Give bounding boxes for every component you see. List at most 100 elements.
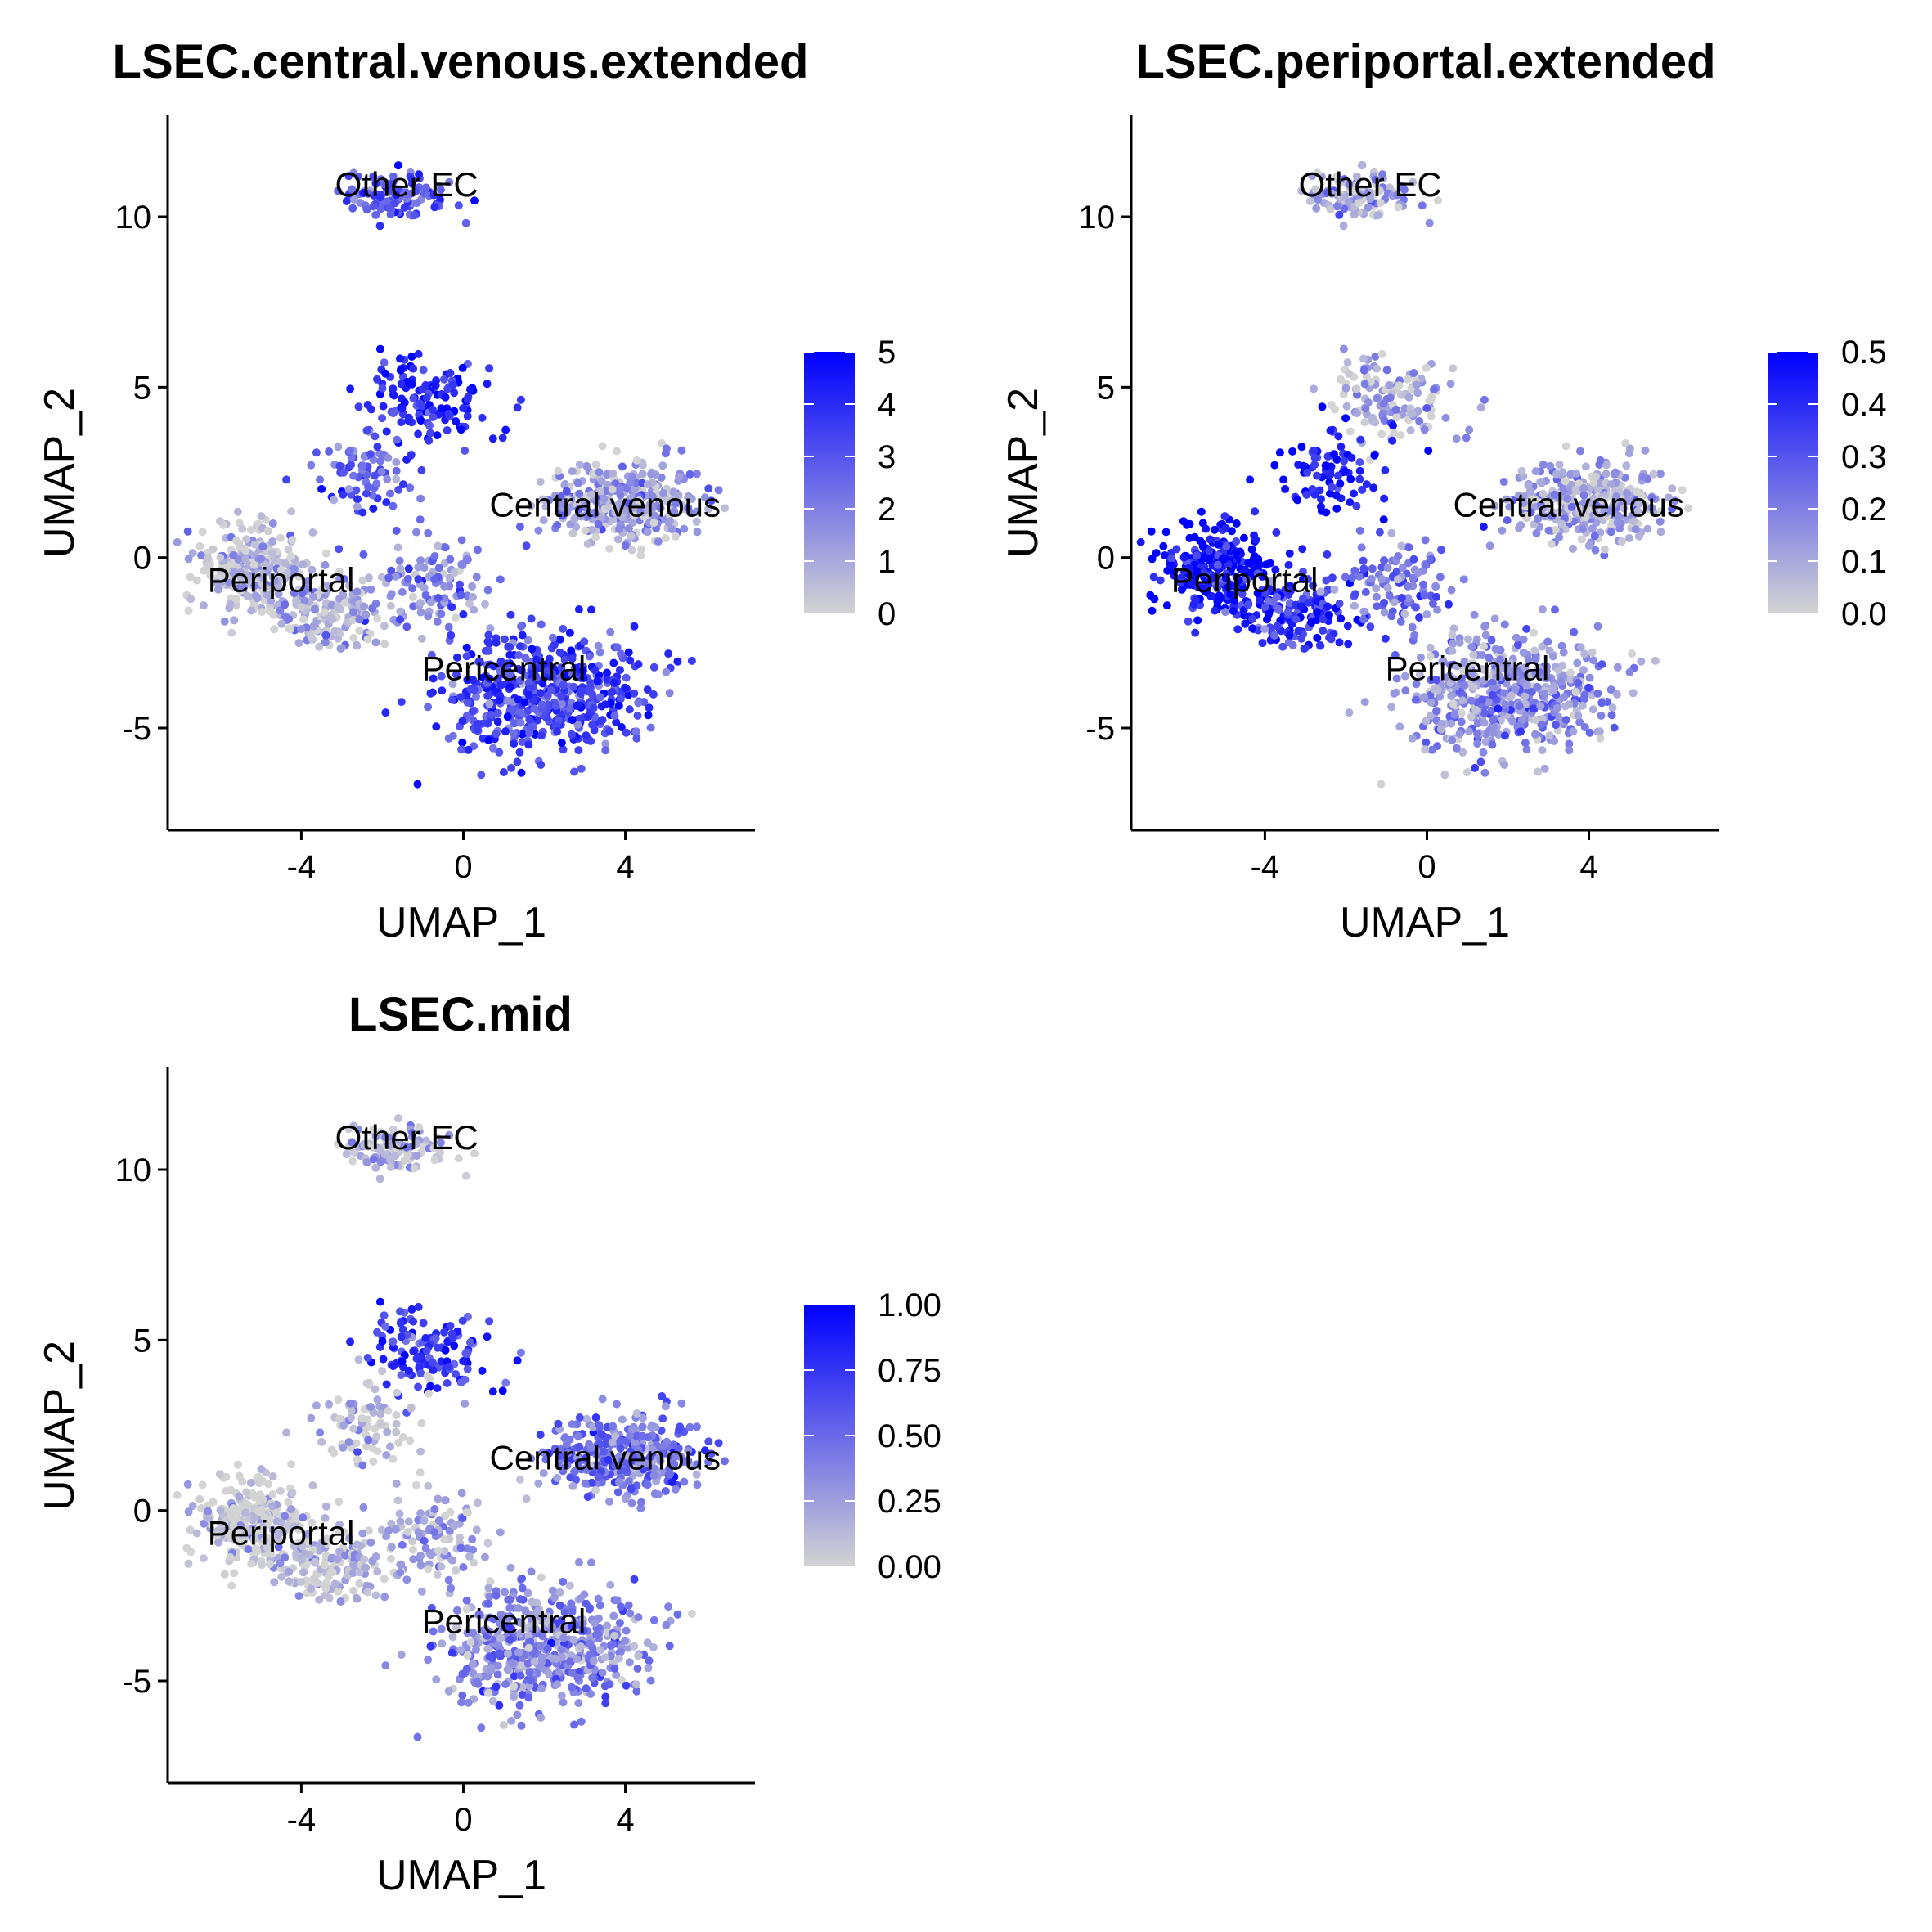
- data-point: [216, 566, 225, 575]
- data-point: [373, 1395, 382, 1404]
- data-point: [1597, 699, 1606, 708]
- data-point: [1578, 701, 1587, 710]
- data-point: [416, 494, 425, 503]
- data-point: [456, 1543, 465, 1552]
- data-point: [341, 1551, 350, 1560]
- data-point: [437, 1562, 446, 1571]
- data-point: [328, 615, 337, 624]
- data-point: [638, 1422, 647, 1431]
- data-point: [1421, 745, 1430, 754]
- data-point: [416, 556, 425, 565]
- data-point: [352, 640, 361, 649]
- data-point: [1452, 744, 1461, 753]
- data-point: [1357, 543, 1366, 552]
- data-point: [409, 393, 418, 402]
- data-point: [445, 177, 454, 186]
- data-point: [227, 1581, 236, 1590]
- data-point: [635, 496, 644, 505]
- data-point: [516, 1671, 525, 1680]
- data-point: [341, 598, 350, 607]
- data-point: [447, 1648, 456, 1657]
- data-point: [631, 727, 640, 736]
- data-point: [693, 470, 701, 479]
- data-point: [534, 1479, 543, 1488]
- data-point: [1258, 639, 1267, 648]
- data-point: [184, 1559, 193, 1568]
- data-point: [1148, 606, 1157, 615]
- data-point: [431, 1334, 440, 1343]
- data-point: [414, 1302, 423, 1311]
- data-point: [430, 575, 439, 584]
- data-point: [422, 1346, 431, 1355]
- data-point: [1394, 575, 1403, 584]
- data-point: [384, 1406, 393, 1415]
- data-point: [444, 1575, 453, 1584]
- data-point: [253, 594, 262, 603]
- data-point: [636, 507, 645, 516]
- data-point: [392, 1419, 401, 1428]
- data-point: [386, 210, 395, 219]
- data-point: [325, 1400, 334, 1409]
- data-point: [430, 1528, 439, 1537]
- data-point: [588, 721, 597, 730]
- data-point: [1352, 409, 1361, 418]
- data-point: [444, 734, 453, 743]
- data-point: [440, 582, 449, 591]
- data-point: [408, 1537, 417, 1546]
- data-point: [1462, 768, 1471, 776]
- data-point: [1239, 533, 1248, 542]
- data-point: [1517, 466, 1526, 475]
- data-point: [195, 1494, 204, 1503]
- data-point: [557, 692, 566, 701]
- data-point: [1232, 537, 1241, 546]
- data-point: [693, 528, 702, 537]
- data-point: [463, 1364, 472, 1373]
- data-point: [1373, 211, 1382, 220]
- data-point: [383, 1427, 392, 1436]
- data-point: [1561, 716, 1570, 725]
- data-point: [287, 1460, 296, 1469]
- data-point: [443, 1379, 452, 1387]
- data-point: [446, 369, 455, 377]
- data-point: [1547, 540, 1556, 548]
- data-point: [377, 467, 386, 476]
- data-point: [1476, 403, 1485, 412]
- data-point: [1624, 534, 1633, 542]
- data-point: [1611, 470, 1619, 479]
- data-point: [1283, 608, 1292, 617]
- data-point: [366, 450, 375, 459]
- data-point: [1205, 546, 1214, 555]
- data-point: [362, 489, 371, 498]
- data-point: [625, 1658, 634, 1667]
- data-point: [1449, 699, 1458, 708]
- data-point: [1385, 380, 1394, 389]
- y-tick-label: 5: [133, 370, 151, 406]
- data-point: [1172, 545, 1181, 554]
- data-point: [714, 486, 723, 495]
- data-point: [389, 1337, 398, 1346]
- data-point: [173, 537, 182, 546]
- data-point: [468, 1534, 477, 1543]
- data-point: [414, 429, 423, 438]
- data-point: [661, 1487, 670, 1495]
- data-point: [184, 555, 193, 564]
- data-point: [1380, 599, 1389, 607]
- data-point: [389, 409, 398, 418]
- data-point: [517, 768, 526, 777]
- data-point: [268, 584, 277, 593]
- data-point: [1297, 634, 1306, 643]
- data-point: [1367, 574, 1376, 583]
- data-point: [363, 1588, 372, 1597]
- data-point: [424, 528, 433, 537]
- data-point: [393, 543, 402, 552]
- data-point: [257, 512, 266, 521]
- data-point: [1588, 648, 1597, 657]
- data-point: [1335, 600, 1344, 608]
- data-point: [372, 1432, 381, 1441]
- data-point: [321, 631, 330, 640]
- data-point: [421, 1333, 430, 1342]
- data-point: [299, 1568, 308, 1577]
- data-point: [1377, 575, 1386, 584]
- data-point: [1313, 608, 1321, 617]
- data-point: [1499, 478, 1508, 486]
